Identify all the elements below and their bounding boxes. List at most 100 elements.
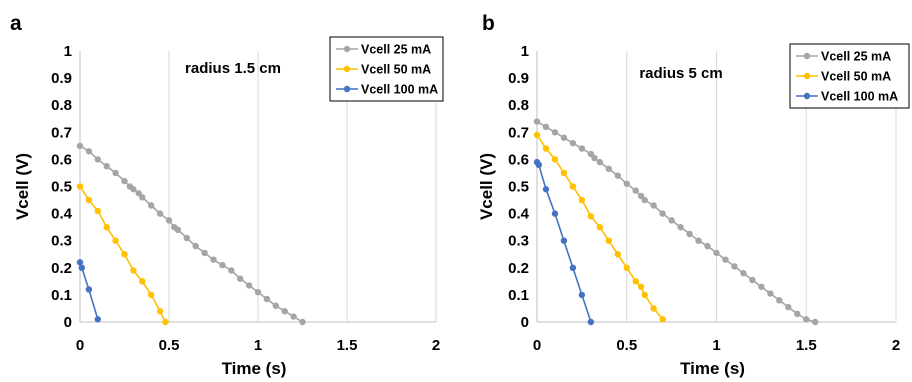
x-tick-label: 1 bbox=[712, 337, 720, 354]
legend-marker bbox=[803, 92, 811, 100]
data-point bbox=[112, 237, 119, 244]
panel-b: b 0 0.1 0.2 0.3 0.4 0.5 0.6 0.7 0.8 0.9 1 0 0.5 1 1.5 2 T… bbox=[477, 12, 910, 378]
data-point bbox=[130, 186, 137, 193]
data-point bbox=[121, 251, 128, 258]
y-tick-label: 0.4 bbox=[51, 206, 73, 223]
x-tick-label: 0 bbox=[533, 337, 541, 354]
data-point bbox=[668, 217, 675, 224]
y-tick-label: 0.7 bbox=[508, 124, 529, 141]
data-point bbox=[578, 145, 586, 152]
y-tick-label: 0.1 bbox=[508, 287, 529, 304]
x-tick-label: 1.5 bbox=[796, 337, 817, 354]
data-point bbox=[551, 210, 559, 217]
legend-label: Vcell 50 mA bbox=[361, 63, 431, 77]
data-point bbox=[650, 202, 657, 209]
data-point bbox=[85, 196, 93, 204]
data-point bbox=[94, 156, 102, 163]
data-point bbox=[704, 242, 711, 250]
legend: Vcell 25 mA Vcell 50 mA Vcell 100 mA bbox=[329, 36, 444, 102]
data-point bbox=[731, 263, 738, 270]
x-tick-label: 0.5 bbox=[159, 337, 180, 354]
data-point bbox=[560, 169, 568, 177]
x-axis-title: Time (s) bbox=[680, 359, 745, 378]
data-point bbox=[569, 264, 577, 271]
y-tick-label: 0.6 bbox=[51, 151, 72, 168]
data-point bbox=[228, 267, 235, 274]
x-tick-label: 0 bbox=[76, 337, 84, 354]
data-point bbox=[183, 234, 190, 242]
data-point bbox=[121, 177, 128, 185]
data-point bbox=[614, 251, 621, 258]
data-point bbox=[281, 307, 288, 315]
legend-marker bbox=[803, 52, 811, 60]
data-point bbox=[605, 165, 612, 173]
data-point bbox=[542, 123, 550, 131]
data-point bbox=[192, 242, 199, 250]
data-point bbox=[587, 213, 595, 220]
legend-marker bbox=[803, 72, 811, 80]
data-point bbox=[569, 183, 577, 190]
data-point bbox=[237, 275, 244, 282]
data-point bbox=[623, 264, 630, 271]
data-point bbox=[130, 267, 137, 274]
data-point bbox=[85, 148, 93, 155]
x-tick-label: 1 bbox=[254, 337, 262, 354]
data-point bbox=[94, 316, 102, 323]
data-point bbox=[794, 310, 801, 318]
data-point bbox=[76, 259, 84, 266]
series-vcell-100-ma bbox=[533, 158, 595, 326]
legend-label: Vcell 25 mA bbox=[361, 43, 431, 57]
series-vcell-50-ma bbox=[533, 131, 666, 323]
data-point bbox=[758, 283, 765, 290]
y-tick-label: 1 bbox=[521, 43, 529, 60]
series-vcell-100-ma bbox=[76, 259, 102, 323]
data-point bbox=[677, 223, 684, 231]
data-point bbox=[162, 318, 169, 326]
data-point bbox=[641, 291, 648, 299]
x-axis-title: Time (s) bbox=[222, 359, 287, 378]
data-point bbox=[156, 307, 164, 315]
data-point bbox=[103, 162, 110, 170]
data-point bbox=[578, 291, 586, 299]
data-point bbox=[623, 180, 630, 187]
data-point bbox=[245, 282, 253, 289]
data-point bbox=[156, 210, 164, 217]
data-point bbox=[596, 158, 604, 166]
data-point bbox=[632, 278, 639, 285]
y-tick-label: 0.2 bbox=[508, 260, 529, 277]
legend-item: Vcell 50 mA bbox=[336, 63, 431, 77]
y-tick-label: 0.9 bbox=[51, 70, 72, 87]
data-point bbox=[641, 196, 648, 204]
y-tick-label: 0.8 bbox=[508, 97, 529, 114]
panel-a: a 0 0.1 0.2 0.3 0.4 0.5 0.6 0.7 0.8 0.9 1 0 0.5 1 1.5 2 T… bbox=[10, 12, 444, 378]
y-tick-label: 0 bbox=[521, 314, 529, 331]
data-point bbox=[148, 291, 155, 299]
series-vcell-50-ma bbox=[76, 183, 169, 326]
data-point bbox=[201, 249, 208, 257]
data-point bbox=[76, 142, 84, 150]
y-tick-label: 0.1 bbox=[51, 287, 72, 304]
data-point bbox=[299, 318, 306, 326]
annotation: radius 5 cm bbox=[639, 65, 722, 82]
y-tick-label: 0.7 bbox=[51, 124, 72, 141]
y-tick-label: 0.5 bbox=[51, 179, 72, 196]
data-point bbox=[596, 223, 604, 231]
y-tick-label: 0 bbox=[64, 314, 72, 331]
legend-label: Vcell 100 mA bbox=[821, 90, 898, 104]
data-point bbox=[713, 249, 720, 257]
x-tick-label: 2 bbox=[432, 337, 440, 354]
data-point bbox=[165, 217, 173, 224]
data-point bbox=[76, 183, 84, 190]
data-point bbox=[290, 313, 297, 320]
legend-label: Vcell 50 mA bbox=[821, 70, 891, 84]
data-point bbox=[812, 318, 819, 326]
data-point bbox=[637, 283, 645, 290]
data-point bbox=[78, 264, 85, 271]
y-tick-label: 0.5 bbox=[508, 179, 529, 196]
data-point bbox=[695, 237, 702, 244]
x-tick-label: 0.5 bbox=[616, 337, 637, 354]
legend-item: Vcell 50 mA bbox=[796, 70, 891, 84]
y-tick-label: 0.3 bbox=[508, 233, 529, 250]
data-point bbox=[94, 207, 102, 215]
data-point bbox=[148, 202, 155, 209]
